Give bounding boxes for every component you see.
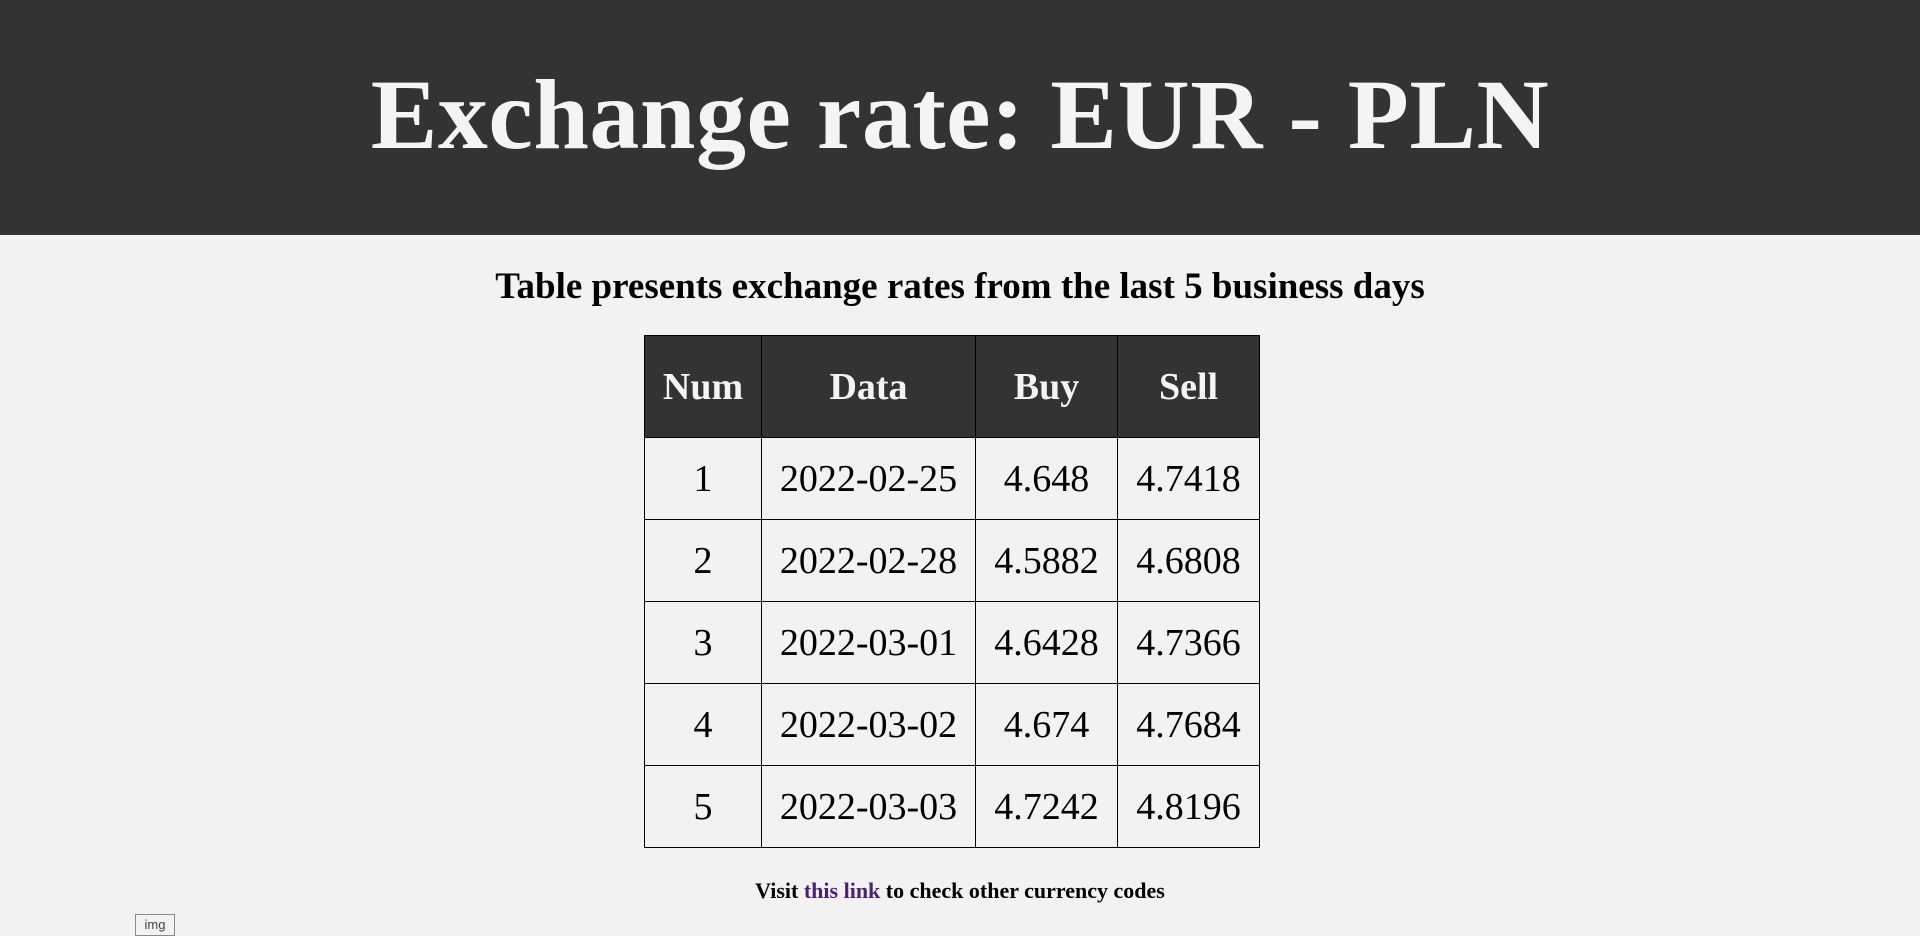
cell-buy: 4.674 [975, 683, 1118, 766]
table-container: Num Data Buy Sell 1 2022-02-25 4.648 4.7… [0, 335, 1920, 848]
table-row: 1 2022-02-25 4.648 4.7418 [644, 437, 1260, 520]
column-header-sell: Sell [1117, 335, 1260, 438]
cell-date: 2022-02-25 [761, 437, 976, 520]
table-row: 4 2022-03-02 4.674 4.7684 [644, 683, 1260, 766]
table-row: 2 2022-02-28 4.5882 4.6808 [644, 519, 1260, 602]
cell-buy: 4.6428 [975, 601, 1118, 684]
table-row: 3 2022-03-01 4.6428 4.7366 [644, 601, 1260, 684]
cell-num: 3 [644, 601, 762, 684]
cell-num: 4 [644, 683, 762, 766]
cell-date: 2022-03-03 [761, 765, 976, 848]
cell-num: 5 [644, 765, 762, 848]
currency-codes-note: Visit this link to check other currency … [0, 878, 1920, 904]
cell-sell: 4.6808 [1117, 519, 1260, 602]
note-prefix: Visit [755, 878, 804, 903]
cell-num: 2 [644, 519, 762, 602]
cell-date: 2022-02-28 [761, 519, 976, 602]
column-header-data: Data [761, 335, 976, 438]
cell-date: 2022-03-01 [761, 601, 976, 684]
broken-image-placeholder: img [135, 914, 175, 936]
column-header-num: Num [644, 335, 762, 438]
column-header-buy: Buy [975, 335, 1118, 438]
cell-sell: 4.8196 [1117, 765, 1260, 848]
cell-num: 1 [644, 437, 762, 520]
cell-buy: 4.7242 [975, 765, 1118, 848]
cell-sell: 4.7418 [1117, 437, 1260, 520]
cell-sell: 4.7684 [1117, 683, 1260, 766]
table-header-row: Num Data Buy Sell [644, 335, 1260, 438]
cell-sell: 4.7366 [1117, 601, 1260, 684]
cell-date: 2022-03-02 [761, 683, 976, 766]
page-title: Exchange rate: EUR - PLN [370, 58, 1550, 170]
currency-codes-link[interactable]: this link [803, 878, 881, 903]
table-description: Table presents exchange rates from the l… [495, 266, 1425, 307]
page-header: Exchange rate: EUR - PLN [0, 0, 1920, 235]
cell-buy: 4.648 [975, 437, 1118, 520]
note-suffix: to check other currency codes [880, 878, 1165, 903]
cell-buy: 4.5882 [975, 519, 1118, 602]
table-row: 5 2022-03-03 4.7242 4.8196 [644, 765, 1260, 848]
exchange-rate-table: Num Data Buy Sell 1 2022-02-25 4.648 4.7… [644, 335, 1260, 848]
